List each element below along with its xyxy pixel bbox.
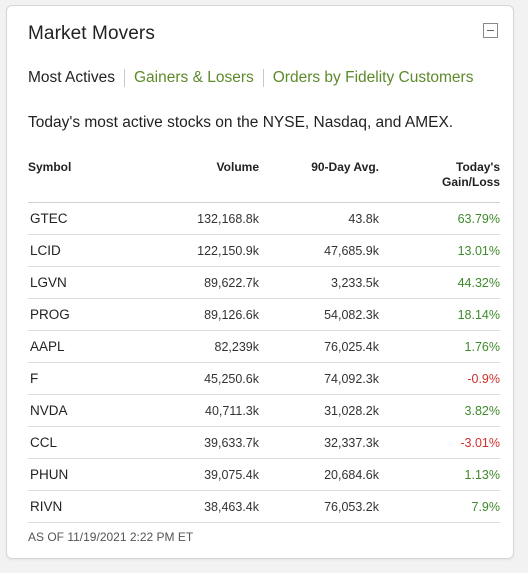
tab-divider <box>262 69 264 87</box>
table-header-row: Symbol Volume 90-Day Avg. Today's Gain/L… <box>28 160 500 203</box>
gain-loss-cell: 13.01% <box>379 234 500 267</box>
gain-loss-cell: -3.01% <box>379 426 500 459</box>
volume-cell: 38,463.4k <box>138 490 259 523</box>
table-row[interactable]: RIVN 38,463.4k 76,053.2k 7.9% <box>28 490 500 523</box>
symbol-cell[interactable]: GTEC <box>28 202 138 235</box>
symbol-cell[interactable]: NVDA <box>28 394 138 427</box>
as-of-timestamp: AS OF 11/19/2021 2:22 PM ET <box>28 530 194 544</box>
symbol-cell[interactable]: CCL <box>28 426 138 459</box>
table-row[interactable]: PHUN 39,075.4k 20,684.6k 1.13% <box>28 458 500 491</box>
avg-volume-cell: 31,028.2k <box>259 394 379 427</box>
gain-loss-cell: 1.13% <box>379 458 500 491</box>
symbol-cell[interactable]: PROG <box>28 298 138 331</box>
avg-volume-cell: 76,025.4k <box>259 330 379 363</box>
table-row[interactable]: AAPL 82,239k 76,025.4k 1.76% <box>28 330 500 363</box>
gain-loss-cell: 18.14% <box>379 298 500 331</box>
table-row[interactable]: PROG 89,126.6k 54,082.3k 18.14% <box>28 298 500 331</box>
avg-volume-cell: 76,053.2k <box>259 490 379 523</box>
tab-bar: Most Actives Gainers & Losers Orders by … <box>28 69 473 87</box>
tab-divider <box>124 69 125 87</box>
column-header-gain-loss: Today's Gain/Loss <box>379 160 500 203</box>
widget-title: Market Movers <box>28 23 155 44</box>
gain-loss-cell: 1.76% <box>379 330 500 363</box>
volume-cell: 122,150.9k <box>138 234 259 267</box>
table-description: Today's most active stocks on the NYSE, … <box>28 114 454 131</box>
volume-cell: 82,239k <box>138 330 259 363</box>
tab-most-actives[interactable]: Most Actives <box>28 69 115 86</box>
symbol-cell[interactable]: PHUN <box>28 458 138 491</box>
avg-volume-cell: 54,082.3k <box>259 298 379 331</box>
volume-cell: 39,633.7k <box>138 426 259 459</box>
avg-volume-cell: 43.8k <box>259 202 379 235</box>
table-row[interactable]: NVDA 40,711.3k 31,028.2k 3.82% <box>28 394 500 427</box>
table-row[interactable]: GTEC 132,168.8k 43.8k 63.79% <box>28 202 500 235</box>
avg-volume-cell: 47,685.9k <box>259 234 379 267</box>
minus-box-icon[interactable] <box>483 23 498 38</box>
symbol-cell[interactable]: AAPL <box>28 330 138 363</box>
tab-orders-by-fidelity-customers[interactable]: Orders by Fidelity Customers <box>272 69 474 86</box>
avg-volume-cell: 74,092.3k <box>259 362 379 395</box>
avg-volume-cell: 3,233.5k <box>259 266 379 299</box>
column-header-volume: Volume <box>138 160 259 203</box>
volume-cell: 89,622.7k <box>138 266 259 299</box>
table-row[interactable]: F 45,250.6k 74,092.3k -0.9% <box>28 362 500 395</box>
column-header-gain-loss-line1: Today's <box>456 160 500 174</box>
symbol-cell[interactable]: F <box>28 362 138 395</box>
gain-loss-cell: 44.32% <box>379 266 500 299</box>
table-row[interactable]: LGVN 89,622.7k 3,233.5k 44.32% <box>28 266 500 299</box>
volume-cell: 45,250.6k <box>138 362 259 395</box>
table-row[interactable]: CCL 39,633.7k 32,337.3k -3.01% <box>28 426 500 459</box>
volume-cell: 132,168.8k <box>138 202 259 235</box>
column-header-90-day-avg: 90-Day Avg. <box>259 160 379 203</box>
volume-cell: 40,711.3k <box>138 394 259 427</box>
symbol-cell[interactable]: LGVN <box>28 266 138 299</box>
symbol-cell[interactable]: RIVN <box>28 490 138 523</box>
avg-volume-cell: 32,337.3k <box>259 426 379 459</box>
tab-gainers-losers[interactable]: Gainers & Losers <box>134 69 254 86</box>
column-header-gain-loss-line2: Gain/Loss <box>441 175 500 189</box>
table-row[interactable]: LCID 122,150.9k 47,685.9k 13.01% <box>28 234 500 267</box>
gain-loss-cell: 7.9% <box>379 490 500 523</box>
most-actives-table: Symbol Volume 90-Day Avg. Today's Gain/L… <box>28 160 500 523</box>
volume-cell: 39,075.4k <box>138 458 259 491</box>
gain-loss-cell: -0.9% <box>379 362 500 395</box>
gain-loss-cell: 63.79% <box>379 202 500 235</box>
volume-cell: 89,126.6k <box>138 298 259 331</box>
column-header-symbol: Symbol <box>28 160 138 203</box>
avg-volume-cell: 20,684.6k <box>259 458 379 491</box>
symbol-cell[interactable]: LCID <box>28 234 138 267</box>
gain-loss-cell: 3.82% <box>379 394 500 427</box>
market-movers-card: Market Movers Most Actives Gainers & Los… <box>6 5 514 559</box>
